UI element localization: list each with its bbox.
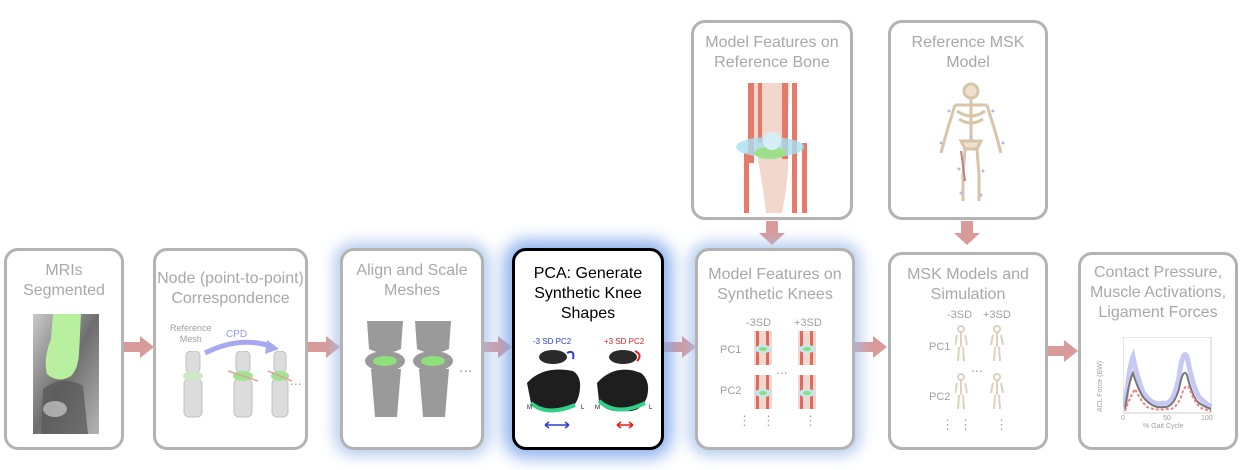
dots-3: ⋮ — [995, 417, 1008, 432]
dots-3: ⋮ — [804, 413, 817, 428]
skeleton-model-image — [939, 82, 1005, 201]
col-minus-3sd: -3SD — [947, 309, 973, 321]
minus-3sd-pc2-label: -3 SD PC2 — [533, 337, 572, 346]
col-plus-3sd: +3SD — [983, 309, 1011, 321]
col-minus-3sd: -3SD — [746, 317, 772, 329]
step-title: PCA: Generate Synthetic Knee Shapes — [533, 265, 643, 322]
msk-skeleton-grid — [955, 325, 1004, 410]
arrow-align-to-pca — [480, 336, 512, 358]
row-pc1: PC1 — [929, 341, 951, 353]
step-node-correspondence: Node (point-to-point) Correspondence Ref… — [153, 248, 308, 450]
chart-ylabel: ACL Force (BW) — [1097, 360, 1105, 413]
step-align-scale: Align and Scale Meshes ... — [340, 248, 484, 450]
step-msk-simulation: MSK Models and Simulation -3SD +3SD PC1 … — [888, 252, 1048, 450]
x-tick-50: 50 — [1163, 415, 1171, 422]
lateral-label-2: L — [649, 405, 653, 411]
arrow-mri-to-node — [122, 336, 154, 358]
step-title: Contact Pressure, Muscle Activations, Li… — [1089, 264, 1227, 321]
aligned-knee-meshes — [365, 321, 453, 417]
acl-force-chart — [1123, 337, 1213, 414]
step-title: Align and Scale Meshes — [356, 262, 468, 299]
step-title: MRIs Segmented — [23, 262, 105, 299]
knee-meshes — [183, 351, 293, 418]
row-pc2: PC2 — [929, 391, 951, 403]
pca-tibia-shapes: M L M L — [527, 350, 653, 429]
reference-bone-image — [736, 83, 807, 213]
ellipsis: ... — [459, 359, 473, 376]
reference-mesh-label: Reference Mesh — [170, 323, 212, 344]
cpd-arrow — [203, 339, 279, 356]
step-title: Model Features on Synthetic Knees — [708, 266, 842, 303]
ellipsis: ... — [971, 359, 983, 375]
step-mri-segmented: MRIs Segmented — [4, 248, 124, 450]
row-pc2: PC2 — [720, 385, 742, 397]
synthetic-knee-features — [754, 331, 816, 409]
step-pca-generate: PCA: Generate Synthetic Knee Shapes -3 S… — [512, 248, 664, 450]
ellipsis: ... — [290, 372, 302, 388]
arrow-node-to-align — [308, 336, 340, 358]
col-plus-3sd: +3SD — [794, 317, 822, 329]
step-model-features-reference: Model Features on Reference Bone — [691, 20, 853, 220]
dots-1: ⋮ — [738, 413, 751, 428]
step-outputs: Contact Pressure, Muscle Activations, Li… — [1078, 252, 1238, 450]
medial-label-1: M — [527, 405, 532, 411]
arrow-msk-to-output — [1046, 340, 1078, 362]
ellipsis: ... — [776, 361, 788, 377]
step-reference-msk: Reference MSK Model — [888, 20, 1048, 220]
cpd-label: CPD — [226, 329, 248, 340]
dots-2: ⋮ — [762, 413, 775, 428]
step-title: Reference MSK Model — [911, 34, 1025, 71]
step-title: Model Features on Reference Bone — [705, 34, 839, 71]
dots-2: ⋮ — [959, 417, 972, 432]
x-tick-100: 100 — [1201, 415, 1213, 422]
step-model-features-synthetic: Model Features on Synthetic Knees -3SD +… — [695, 248, 855, 450]
chart-xlabel: % Gait Cycle — [1143, 423, 1184, 430]
row-pc1: PC1 — [720, 344, 742, 356]
arrow-pca-to-features — [664, 336, 696, 358]
x-tick-0: 0 — [1121, 415, 1125, 422]
step-title: MSK Models and Simulation — [907, 266, 1029, 303]
arrow-refbone-to-features — [759, 221, 785, 245]
medial-label-2: M — [595, 405, 600, 411]
arrow-refmsk-to-msk — [954, 221, 980, 245]
plus-3sd-pc2-label: +3 SD PC2 — [604, 337, 645, 346]
mri-image — [33, 314, 99, 434]
dots-1: ⋮ — [941, 417, 954, 432]
arrow-features-to-msk — [855, 336, 887, 358]
step-title: Node (point-to-point) Correspondence — [157, 270, 304, 307]
lateral-label-1: L — [581, 405, 585, 411]
